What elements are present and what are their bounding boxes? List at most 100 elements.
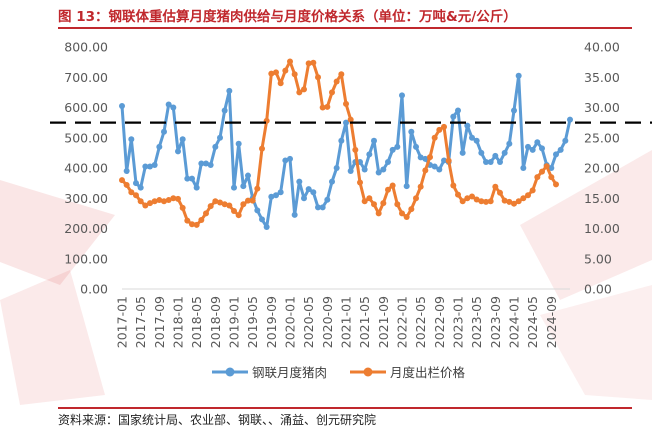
data-point-series2 [450,182,457,189]
data-point-series2 [511,200,517,207]
data-point-series1 [473,137,480,144]
data-point-series1 [119,102,125,109]
data-point-series1 [282,157,289,164]
data-point-series2 [273,69,279,76]
data-point-series1 [305,186,312,193]
data-point-series2 [184,217,191,224]
data-point-series1 [534,139,541,146]
data-point-series2 [226,202,233,209]
data-point-series2 [492,183,499,190]
x-tick-label: 2020-01 [283,296,298,348]
data-point-series1 [562,137,569,144]
data-point-series1 [123,168,130,175]
data-point-series1 [431,163,438,170]
data-point-series2 [128,189,135,196]
data-point-series1 [221,107,228,114]
data-point-series2 [133,192,139,199]
data-point-series1 [525,143,531,150]
data-point-series2 [119,177,125,184]
data-point-series2 [231,207,237,214]
data-point-series1 [189,175,195,182]
x-tick-label: 2017-05 [133,296,148,348]
data-point-series2 [403,214,410,220]
data-point-series1 [263,223,270,230]
data-point-series1 [450,113,457,120]
data-point-series2 [212,198,219,205]
data-point-series2 [170,195,177,202]
data-point-series1 [319,204,326,211]
data-point-series1 [478,149,485,156]
source-note: 资料来源：国家统计局、农业部、钢联、、涌益、创元研究院 [58,413,377,427]
data-point-series1 [142,163,149,170]
y-left-tick-label: 300.00 [64,191,108,206]
y-left-tick-label: 200.00 [64,221,108,236]
data-point-series1 [417,154,424,161]
y-right-tick-label: 0.00 [584,282,612,297]
data-point-series1 [207,161,214,168]
data-point-series1 [469,134,475,141]
data-point-series2 [207,203,214,210]
data-point-series2 [431,134,438,141]
y-right-tick-label: 20.00 [584,161,620,176]
data-point-series1 [137,184,144,191]
data-point-series1 [277,189,284,196]
data-point-series2 [165,197,172,204]
data-point-series1 [567,116,573,123]
y-right-tick-label: 40.00 [584,40,620,55]
data-point-series2 [455,191,461,198]
data-point-series2 [478,198,485,205]
y-left-tick-label: 600.00 [64,100,108,115]
data-point-series1 [147,163,153,170]
data-point-series2 [413,195,419,202]
data-point-series2 [469,193,475,200]
data-point-series2 [501,197,508,204]
y-left-tick-label: 400.00 [64,161,108,176]
data-point-series1 [212,143,219,150]
data-point-series1 [403,183,410,190]
data-point-series2 [235,212,242,219]
data-point-series1 [385,158,391,165]
data-point-series1 [151,161,158,168]
data-point-series2 [189,221,195,228]
data-point-series2 [291,71,298,78]
x-tick-label: 2021-01 [339,296,354,348]
data-point-series1 [343,119,349,126]
data-point-series2 [310,59,317,66]
data-point-series2 [473,196,480,203]
data-point-series1 [315,204,321,211]
data-point-series2 [534,174,541,181]
data-point-series2 [203,210,209,217]
data-point-series2 [445,157,452,164]
data-point-series2 [422,167,429,174]
data-point-series2 [357,179,363,186]
source-rule [58,407,632,409]
data-point-series2 [277,80,284,87]
legend: 钢联月度猪肉 月度出栏价格 [212,365,466,380]
data-point-series1 [245,172,251,179]
chart-title: 图 13：钢联体重估算月度猪肉供给与月度价格关系（单位：万吨&元/公斤） [58,9,517,25]
data-point-series1 [366,151,373,158]
data-point-series2 [142,202,149,209]
data-point-series1 [179,136,186,143]
data-point-series2 [371,201,377,208]
data-point-series2 [221,201,228,208]
legend-marker-series1 [225,367,235,377]
data-point-series2 [417,183,424,190]
data-point-series1 [301,195,307,202]
x-tick-label: 2019-05 [245,296,260,348]
data-point-series2 [259,145,265,152]
data-point-series2 [385,186,391,193]
data-point-series1 [333,165,340,171]
data-point-series2 [296,89,303,96]
data-point-series2 [399,210,405,217]
data-point-series2 [137,198,144,205]
data-point-series1 [324,196,331,203]
x-tick-label: 2023-09 [488,296,503,348]
data-point-series1 [497,158,503,165]
x-tick-label: 2022-09 [432,296,447,348]
data-point-series1 [156,143,163,150]
data-point-series2 [175,195,181,202]
data-point-series2 [147,200,153,207]
x-tick-label: 2023-01 [451,296,466,348]
x-tick-label: 2024-01 [507,296,522,348]
